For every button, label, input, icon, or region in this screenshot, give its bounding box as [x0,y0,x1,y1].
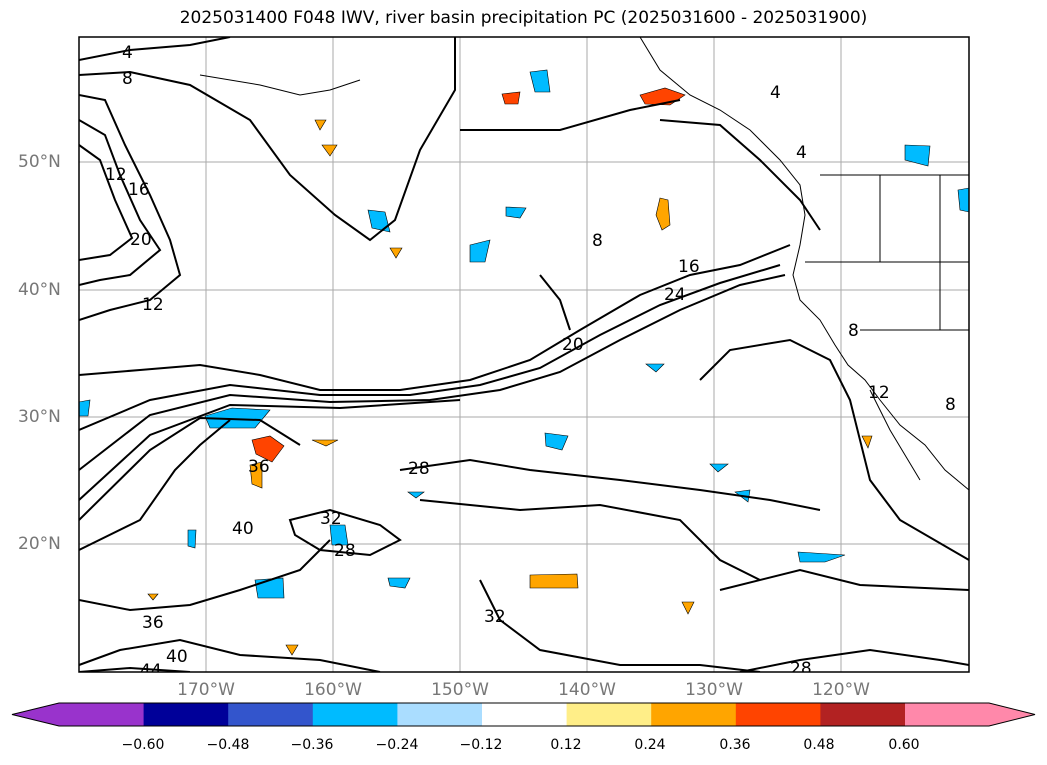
colorbar-tick-label: 0.60 [888,737,920,753]
colorbar [11,702,1036,727]
colorbar-tick-label: −0.12 [459,737,503,753]
colorbar-segment [905,703,991,726]
contour-label: 4 [796,143,807,163]
contour-label: 28 [790,659,812,679]
contour-label: 28 [334,541,356,561]
colorbar-segment [143,703,229,726]
colorbar-extend-high [989,703,1035,726]
contour-label: 40 [166,647,188,667]
contour-label: 32 [484,607,506,627]
lon-label-130w: 130°W [685,680,743,700]
lon-label-120w: 120°W [812,680,870,700]
contour-label: 44 [140,661,162,681]
contour-label: 16 [678,257,700,277]
colorbar-tick-label: −0.24 [375,737,419,753]
colorbar-tick-label: −0.60 [121,737,165,753]
lat-label-40n: 40°N [18,280,61,300]
lat-label-50n: 50°N [18,152,61,172]
contour-label: 8 [122,69,133,89]
colorbar-segment [735,703,821,726]
lon-label-140w: 140°W [558,680,616,700]
colorbar-tick-label: 0.36 [719,737,751,753]
contour-label: 40 [232,519,254,539]
map-frame [78,36,970,673]
colorbar-extend-low [12,703,59,726]
lat-label-20n: 20°N [18,534,61,554]
colorbar-segment [59,703,145,726]
contour-label: 4 [122,43,133,63]
precip-patches [79,69,969,656]
contour-label: 8 [848,321,859,341]
colorbar-segment [312,703,398,726]
contour-label: 4 [770,83,781,103]
map-title: 2025031400 F048 IWV, river basin precipi… [179,8,868,28]
colorbar-segment [228,703,314,726]
colorbar-segment [397,703,483,726]
colorbar-tick-label: 0.24 [634,737,666,753]
contour-label: 20 [130,230,152,250]
contour-labels: 4 8 12 16 20 12 4 4 8 16 24 20 28 32 28 … [105,43,956,681]
contour-label: 36 [248,457,270,477]
contour-label: 12 [868,383,890,403]
colorbar-segment [566,703,652,726]
map-plot-area: 4 8 12 16 20 12 4 4 8 16 24 20 28 32 28 … [79,37,969,681]
contour-label: 8 [592,231,603,251]
contour-label: 12 [105,165,127,185]
contour-label: 24 [664,285,686,305]
coastlines [199,37,969,491]
colorbar-tick-label: −0.48 [206,737,250,753]
colorbar-segment [820,703,906,726]
contour-label: 36 [142,613,164,633]
contour-label: 12 [142,295,164,315]
iwv-contours [79,37,969,672]
colorbar-tick-label: −0.36 [290,737,334,753]
colorbar-tick-label: 0.12 [550,737,582,753]
contour-label: 16 [128,180,150,200]
contour-label: 8 [945,395,956,415]
lon-label-160w: 160°W [304,680,362,700]
contour-label: 28 [408,459,430,479]
colorbar-outline [11,702,1036,727]
gridlines [79,37,969,672]
lat-label-30n: 30°N [18,407,61,427]
lon-label-170w: 170°W [177,680,235,700]
colorbar-segment [482,703,568,726]
contour-label: 32 [320,509,342,529]
colorbar-tick-label: 0.48 [803,737,835,753]
contour-label: 20 [562,335,584,355]
colorbar-segment [651,703,737,726]
lon-label-150w: 150°W [431,680,489,700]
